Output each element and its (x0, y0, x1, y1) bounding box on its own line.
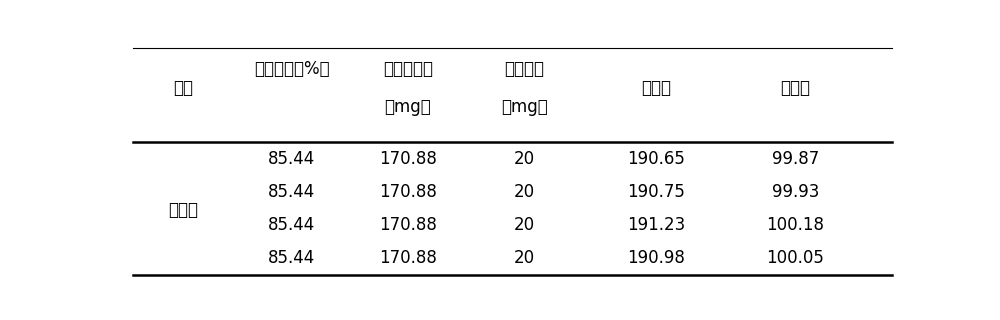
Text: 99.93: 99.93 (772, 183, 819, 201)
Text: 100.18: 100.18 (766, 216, 824, 234)
Text: 20: 20 (514, 183, 535, 201)
Text: 190.75: 190.75 (627, 183, 685, 201)
Text: 85.44: 85.44 (268, 183, 315, 201)
Text: 85.44: 85.44 (268, 149, 315, 168)
Text: 100.05: 100.05 (766, 249, 824, 267)
Text: 190.98: 190.98 (627, 249, 685, 267)
Text: 170.88: 170.88 (379, 249, 437, 267)
Text: 加入皈量: 加入皈量 (504, 60, 544, 78)
Text: 170.88: 170.88 (379, 183, 437, 201)
Text: 190.65: 190.65 (627, 149, 685, 168)
Text: 85.44: 85.44 (268, 249, 315, 267)
Text: 191.23: 191.23 (627, 216, 685, 234)
Text: 170.88: 170.88 (379, 216, 437, 234)
Text: 试样含皈量: 试样含皈量 (383, 60, 433, 78)
Text: 20: 20 (514, 249, 535, 267)
Text: 20: 20 (514, 149, 535, 168)
Text: 试样含皈（%）: 试样含皈（%） (254, 60, 329, 78)
Text: 20: 20 (514, 216, 535, 234)
Text: 85.44: 85.44 (268, 216, 315, 234)
Text: 170.88: 170.88 (379, 149, 437, 168)
Text: 回收率: 回收率 (780, 79, 810, 97)
Text: 试样: 试样 (173, 79, 193, 97)
Text: （mg）: （mg） (501, 98, 548, 116)
Text: （mg）: （mg） (384, 98, 431, 116)
Text: 99.87: 99.87 (772, 149, 819, 168)
Text: 试样三: 试样三 (168, 201, 198, 219)
Text: 测定量: 测定量 (641, 79, 671, 97)
